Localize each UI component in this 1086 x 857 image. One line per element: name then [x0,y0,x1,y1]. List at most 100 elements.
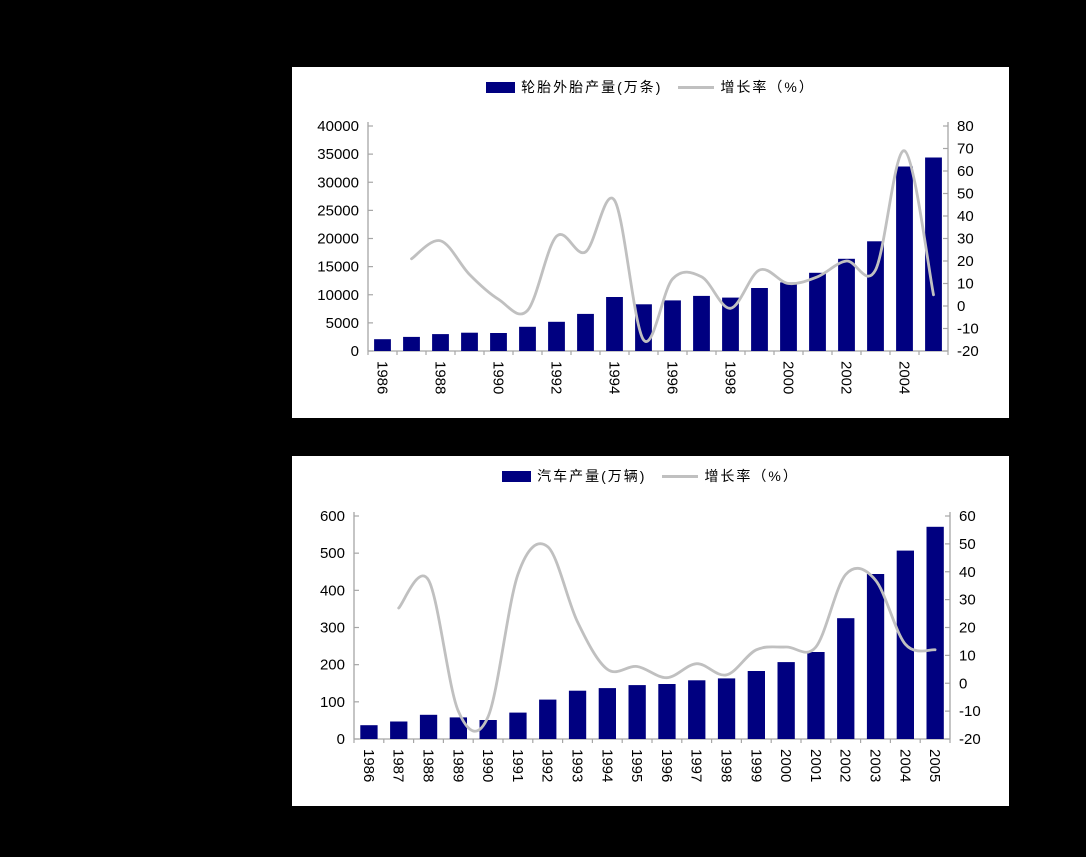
bar-2001 [809,272,826,351]
bar-2003 [867,241,884,351]
bar-1990 [490,333,507,351]
right-tick-label: 30 [957,231,974,248]
auto-production-combo-chart: 0 100 200 300 400 500 600 -20 -10 0 10 20 30 40 50 60 19… [320,508,981,782]
bar-series [374,157,942,352]
right-tick-label: -20 [959,731,981,748]
left-tick-label: 20000 [317,231,359,248]
left-tick-label: 400 [320,582,345,599]
x-label-1998: 1998 [722,361,739,394]
bar-1996 [658,684,676,739]
auto-production-chart-panel: 汽车产量(万辆) 增长率（%） 0 100 200 300 400 500 600 -20 -1… [292,456,1009,806]
line-series-swatch [678,85,715,89]
right-tick-label: 30 [959,592,976,609]
growth-rate-line [410,149,935,343]
left-tick-label: 0 [351,343,359,360]
line-series-label: 增长率（%） [720,79,815,95]
right-tick-label: 0 [959,675,967,692]
x-label-2000: 2000 [777,749,794,782]
x-label-2005: 2005 [926,749,943,782]
x-label-1999: 1999 [747,749,764,782]
bar-2002 [838,258,855,352]
bar-2001 [807,652,825,739]
x-axis-ticks [353,739,951,743]
line-series-swatch [662,474,699,478]
left-tick-label: 5000 [326,315,359,332]
bar-2000 [777,662,795,739]
left-tick-label: 500 [320,545,345,562]
left-tick-label: 10000 [317,287,359,304]
x-label-1987: 1987 [390,749,407,782]
right-tick-label: 50 [959,536,976,553]
right-tick-label: -10 [959,703,981,720]
x-label-1991: 1991 [509,749,526,782]
bar-1994 [598,688,616,739]
x-axis-labels: 1986 1987 1988 1989 1990 1991 1992 1993 1994 1995… [360,749,943,782]
x-label-2001: 2001 [807,749,824,782]
tire-production-chart-panel: 轮胎外胎产量(万条) 增长率（%） 0 5000 10000 15000 20000 25… [292,67,1009,418]
right-tick-label: -20 [957,343,979,360]
left-tick-label: 300 [320,620,345,637]
left-tick-label: 30000 [317,174,359,191]
x-label-1996: 1996 [658,749,675,782]
bar-series-swatch [486,81,516,93]
bar-1997 [693,295,710,351]
tire-chart-legend: 轮胎外胎产量(万条) 增长率（%） [292,77,1009,97]
right-tick-label: 60 [959,508,976,525]
left-tick-label: 200 [320,657,345,674]
x-label-1994: 1994 [606,361,623,394]
right-tick-label: 20 [957,253,974,270]
bar-1993 [577,313,594,351]
bar-1995 [628,685,646,739]
left-axis-ticks: 0 5000 10000 15000 20000 25000 30000 35000 40000 [317,118,373,360]
bar-1989 [461,332,478,351]
right-tick-label: 50 [957,186,974,203]
x-label-1997: 1997 [688,749,705,782]
bar-1986 [374,339,391,351]
left-tick-label: 100 [320,694,345,711]
bar-1999 [747,671,765,739]
x-label-1996: 1996 [664,361,681,394]
left-axis-ticks: 0 100 200 300 400 500 600 [320,508,359,748]
bar-series-label: 轮胎外胎产量(万条) [521,79,663,95]
x-label-1998: 1998 [718,749,735,782]
right-tick-label: 40 [957,208,974,225]
right-tick-label: 0 [957,298,965,315]
left-tick-label: 25000 [317,202,359,219]
bar-1987 [390,721,408,739]
x-label-2002: 2002 [838,361,855,394]
x-label-1993: 1993 [569,749,586,782]
x-label-1992: 1992 [539,749,556,782]
bar-2000 [780,282,797,351]
left-tick-label: 40000 [317,118,359,135]
bar-series-label: 汽车产量(万辆) [537,468,647,484]
bar-2004 [896,166,913,351]
right-tick-label: -10 [957,321,979,338]
x-label-1988: 1988 [432,361,449,394]
bar-1988 [419,714,438,739]
x-label-1986: 1986 [374,361,391,394]
bar-1999 [751,288,768,351]
right-tick-label: 40 [959,564,976,581]
left-tick-label: 600 [320,508,345,525]
x-label-1989: 1989 [449,749,466,782]
bar-1987 [403,336,420,351]
left-tick-label: 0 [337,731,345,748]
auto-chart-legend: 汽车产量(万辆) 增长率（%） [292,466,1009,486]
bar-1992 [539,699,557,739]
bar-1998 [722,297,739,351]
tire-production-combo-chart: 0500010000150002000025000300003500040000… [317,118,979,394]
bar-1995 [635,304,652,351]
bar-1992 [548,321,565,352]
bar-series [360,526,944,739]
bar-1991 [509,712,527,739]
bar-2005 [926,526,944,739]
x-label-2000: 2000 [780,361,797,394]
bar-1991 [519,326,536,351]
bar-2005 [925,157,942,351]
bar-1997 [688,680,706,739]
left-tick-label: 35000 [317,146,359,163]
line-series-label: 增长率（%） [704,468,799,484]
x-label-1995: 1995 [628,749,645,782]
bar-1988 [432,334,449,351]
right-tick-label: 70 [957,141,974,158]
